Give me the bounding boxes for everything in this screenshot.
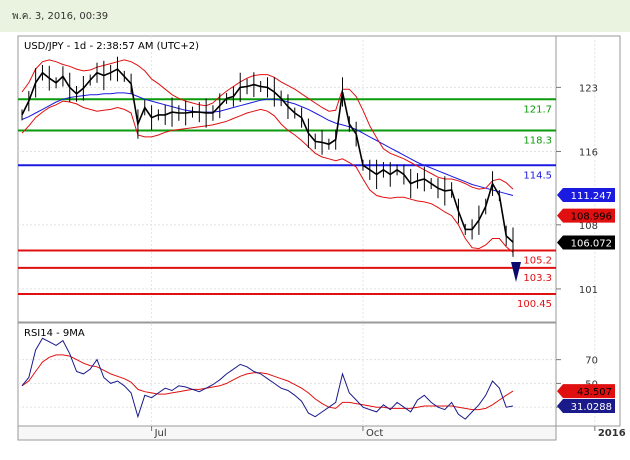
main-gridlines bbox=[18, 36, 596, 426]
price-tag-bg bbox=[557, 208, 615, 223]
rsi-panel-frame bbox=[17, 322, 557, 427]
time-tick-label: Jul bbox=[154, 428, 167, 439]
main-series bbox=[21, 56, 514, 257]
time-axis bbox=[17, 425, 557, 441]
rsi-tag-label: 43.507 bbox=[577, 387, 612, 398]
rsi-ma-line bbox=[21, 354, 514, 411]
level-label: 121.7 bbox=[523, 104, 552, 115]
bollinger-lower-line bbox=[21, 100, 514, 253]
price-tag-bg bbox=[557, 188, 615, 203]
rsi-series bbox=[21, 337, 514, 420]
level-label: 103.3 bbox=[523, 273, 552, 284]
main-chart-title: USD/JPY - 1d - 2:38:57 AM (UTC+2) bbox=[24, 41, 199, 52]
ma-line bbox=[21, 92, 514, 196]
price-scale bbox=[555, 35, 621, 427]
price-tick-label: 116 bbox=[579, 148, 598, 159]
rsi-chart-title: RSI14 - 9MA bbox=[24, 328, 85, 339]
rsi-tag-bg bbox=[557, 384, 615, 399]
level-label: 118.3 bbox=[523, 135, 552, 146]
price-tag-label: 108.996 bbox=[571, 212, 612, 223]
price-tick-label: 108 bbox=[579, 221, 598, 232]
time-tick-label: Oct bbox=[366, 428, 383, 439]
value-tags: 111.247 108.996 106.072 43.507 31.0288 bbox=[557, 188, 615, 413]
main-panel-frame bbox=[17, 35, 557, 323]
rsi-tag-bg bbox=[557, 398, 615, 413]
price-tick-label: 101 bbox=[579, 285, 598, 296]
down-arrow-icon bbox=[511, 262, 521, 282]
price-tag-label: 111.247 bbox=[571, 191, 612, 202]
support-resistance-levels: 121.7 118.3 114.5 105.2 103.3 100.45 bbox=[18, 98, 556, 310]
rsi-tag-label: 31.0288 bbox=[571, 402, 612, 413]
level-label: 100.45 bbox=[517, 299, 552, 310]
time-tick-label: 2016 bbox=[598, 428, 626, 439]
level-label: 114.5 bbox=[523, 170, 552, 181]
price-tag-bg bbox=[557, 235, 615, 250]
rsi-tick-label: 70 bbox=[585, 356, 598, 367]
price-tick-label: 123 bbox=[579, 83, 598, 94]
top-bar: พ.ค. 3, 2016, 00:39 bbox=[0, 0, 630, 32]
rsi-gridlines bbox=[18, 359, 556, 408]
level-label: 105.2 bbox=[523, 255, 552, 266]
timestamp: พ.ค. 3, 2016, 00:39 bbox=[12, 11, 109, 22]
price-tag-label: 106.072 bbox=[571, 238, 612, 249]
rsi-line bbox=[21, 337, 514, 420]
